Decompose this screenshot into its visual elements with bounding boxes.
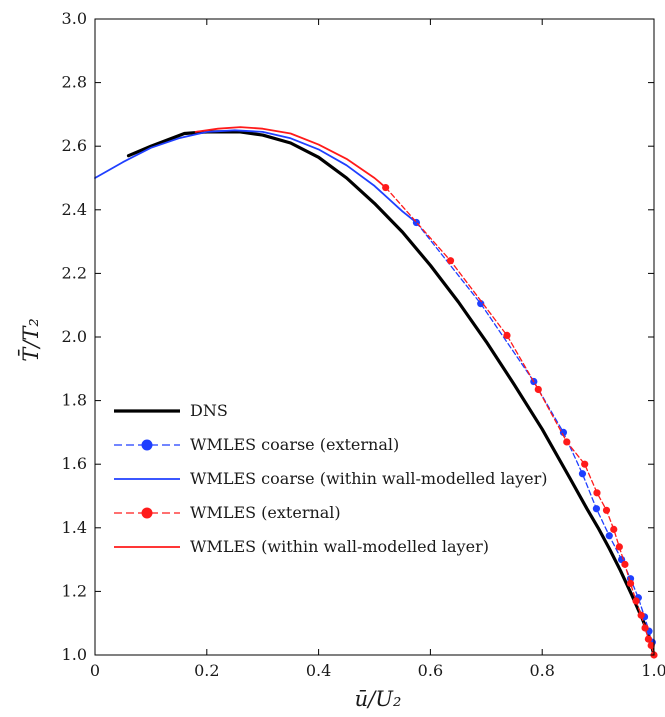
y-tick-label: 1.6 [62, 454, 87, 473]
x-tick-label: 0.8 [529, 661, 554, 680]
y-tick-label: 2.2 [62, 263, 87, 282]
legend-label-2: WMLES coarse (within wall-modelled layer… [190, 469, 548, 488]
x-tick-label: 0.2 [194, 661, 219, 680]
series-point-3 [602, 506, 611, 514]
series-line-4 [194, 126, 387, 189]
series-layer [94, 126, 658, 659]
series-point-3 [581, 460, 589, 468]
legend-label-3: WMLES (external) [190, 503, 341, 522]
x-axis-label: ū/U₂ [355, 687, 402, 711]
series-point-1 [578, 470, 587, 478]
y-tick-label: 1.2 [62, 581, 87, 600]
series-point-3 [632, 597, 640, 605]
series-point-3 [637, 611, 645, 619]
series-point-3 [593, 489, 601, 497]
series-point-1 [559, 428, 568, 436]
series-line-2 [94, 129, 418, 224]
y-tick-label: 3.0 [62, 9, 87, 28]
series-point-3 [615, 543, 623, 551]
y-axis-label: T̄/T₂ [18, 318, 43, 362]
series-line-1 [415, 221, 653, 643]
series-point-3 [626, 579, 635, 588]
series-line-3 [385, 186, 655, 656]
legend-marker-3 [141, 507, 153, 519]
series-point-3 [610, 525, 618, 533]
legend-label-0: DNS [190, 401, 228, 420]
y-tick-label: 2.0 [62, 327, 87, 346]
x-tick-label: 0.6 [418, 661, 443, 680]
y-tick-label: 1.4 [62, 518, 87, 537]
x-tick-label: 0 [90, 661, 100, 680]
series-point-3 [503, 331, 511, 340]
plot-frame [94, 18, 655, 656]
y-tick-label: 2.6 [62, 136, 87, 155]
y-tick-label: 1.0 [62, 645, 87, 664]
series-point-3 [534, 385, 542, 394]
x-tick-label: 0.4 [306, 661, 331, 680]
x-tick-label: 1.0 [641, 661, 665, 680]
legend-label-4: WMLES (within wall-modelled layer) [190, 537, 489, 556]
series-point-1 [605, 532, 613, 540]
y-tick-label: 2.4 [62, 200, 87, 219]
series-point-3 [647, 641, 655, 650]
ticks-layer: 0 0.2 0.4 0.6 0.8 1.0 1.0 1.2 1.4 1.6 1.8 2.0 2.2 2.4… [62, 9, 665, 680]
legend-label-1: WMLES coarse (external) [190, 435, 399, 454]
series-point-3 [563, 438, 571, 446]
series-line-0 [126, 130, 656, 657]
legend-marker-1 [141, 439, 153, 451]
y-tick-label: 2.8 [62, 73, 87, 92]
series-point-3 [446, 257, 455, 265]
legend: DNS WMLES coarse (external) WMLES coarse (… [114, 401, 548, 556]
series-point-1 [477, 300, 485, 308]
series-point-1 [592, 505, 601, 513]
series-point-3 [641, 624, 649, 632]
y-tick-label: 1.8 [62, 391, 87, 410]
axes-layer [94, 18, 655, 656]
series-point-3 [621, 560, 629, 568]
series-point-3 [644, 635, 653, 643]
